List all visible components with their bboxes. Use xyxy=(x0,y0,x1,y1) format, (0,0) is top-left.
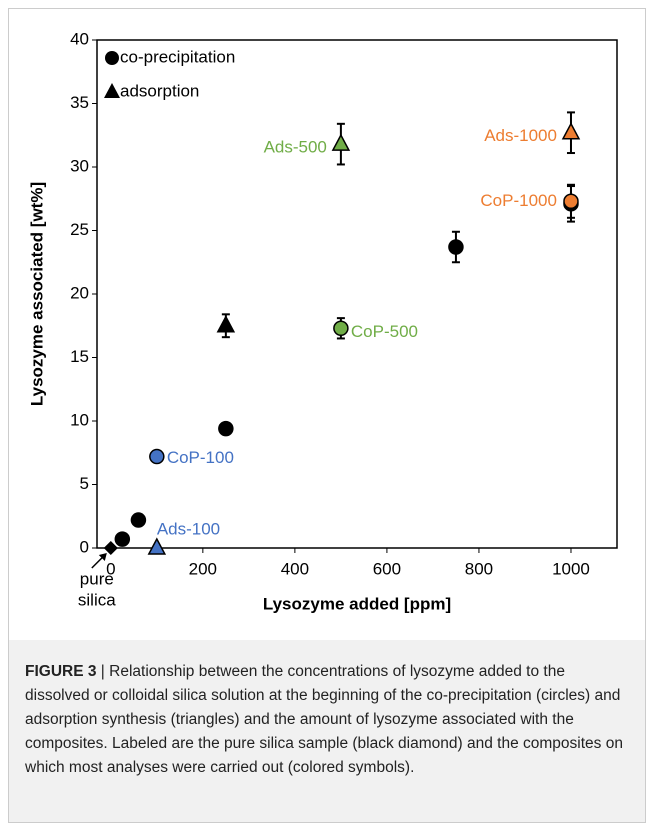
legend-label: co-precipitation xyxy=(120,47,235,66)
plot-border xyxy=(96,39,618,549)
y-tick-label: 5 xyxy=(80,474,89,493)
point-label: Ads-100 xyxy=(157,519,220,538)
y-tick-label: 10 xyxy=(70,410,89,429)
caption-label: FIGURE 3 xyxy=(25,663,97,680)
point-label: Ads-500 xyxy=(264,138,327,157)
point xyxy=(105,51,119,65)
x-tick-label: 0 xyxy=(106,559,115,578)
y-tick-label: 20 xyxy=(70,283,89,302)
x-tick-label: 800 xyxy=(465,559,493,578)
x-tick-label: 200 xyxy=(189,559,217,578)
x-axis-label: Lysozyme added [ppm] xyxy=(263,594,451,613)
y-tick-label: 40 xyxy=(70,29,89,48)
point xyxy=(563,193,579,210)
x-tick-label: 1000 xyxy=(552,559,590,578)
y-axis-label: Lysozyme associated [wt%] xyxy=(27,182,46,406)
chart: Lysozyme added [ppm] Lysozyme associated… xyxy=(27,29,618,613)
point-label: CoP-100 xyxy=(167,448,234,467)
y-tick-label: 0 xyxy=(80,537,89,556)
point xyxy=(114,531,131,547)
point xyxy=(561,122,581,140)
point xyxy=(147,537,167,555)
y-tick-label: 25 xyxy=(70,220,89,239)
y-tick-label: 30 xyxy=(70,156,89,175)
legend-label: adsorption xyxy=(120,81,199,100)
y-tick-label: 15 xyxy=(70,347,89,366)
caption-text: | Relationship between the concentration… xyxy=(25,663,623,776)
arrow-head xyxy=(98,553,107,561)
point-label: CoP-500 xyxy=(351,322,418,341)
point-label: Ads-1000 xyxy=(484,126,557,145)
point xyxy=(448,239,464,255)
figure-frame xyxy=(8,8,646,823)
y-tick-label: 35 xyxy=(70,93,89,112)
caption: FIGURE 3 | Relationship between the conc… xyxy=(9,640,645,822)
point xyxy=(149,448,165,465)
x-tick-label: 400 xyxy=(281,559,309,578)
point xyxy=(103,540,118,556)
point xyxy=(331,133,351,151)
point-label: silica xyxy=(78,590,116,609)
point xyxy=(104,83,120,98)
point xyxy=(333,320,349,337)
point xyxy=(216,315,236,333)
x-tick-label: 600 xyxy=(373,559,401,578)
point-label: CoP-1000 xyxy=(480,191,557,210)
point xyxy=(218,420,234,437)
point xyxy=(130,512,147,528)
point-label: pure xyxy=(80,569,114,588)
